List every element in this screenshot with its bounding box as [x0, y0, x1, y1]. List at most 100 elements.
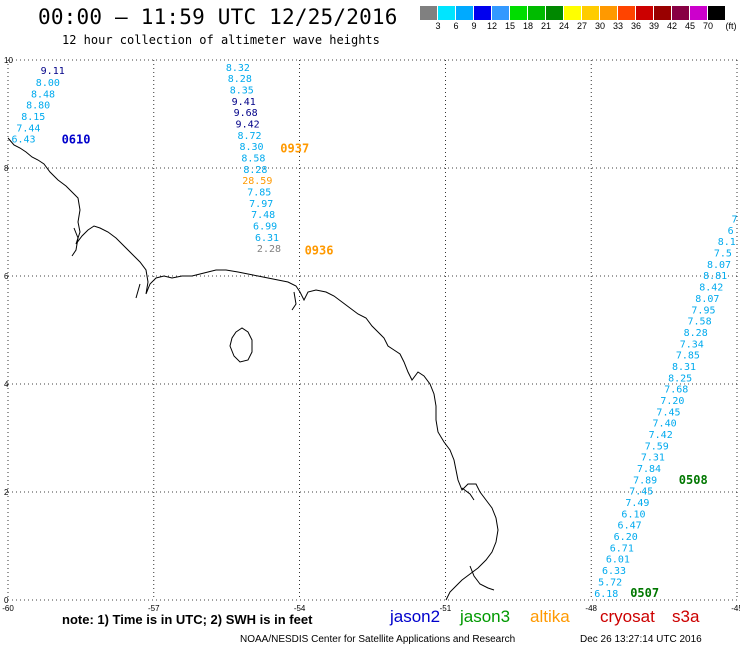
wave-height-value: 7.20 [660, 396, 684, 407]
wave-height-value: 6.99 [253, 222, 277, 233]
longitude-tick-label: -60 [2, 604, 14, 613]
wave-height-value: 7.40 [653, 419, 677, 430]
satellite-legend-s3a: s3a [672, 607, 700, 626]
wave-height-value: 6.18 [594, 589, 618, 600]
longitude-tick-label: -57 [148, 604, 160, 613]
track-0507: 7.897.457.496.106.476.206.716.016.335.72… [594, 475, 659, 599]
track-0508: 768.17.58.078.818.428.077.957.588.287.34… [637, 215, 738, 487]
color-scale-legend: (ft) 3 6 9 12 15 18 21 24 27 30 33 36 39 42 45 70 [420, 6, 737, 32]
latitude-tick-label: 4 [4, 380, 9, 389]
legend-tick-label: 12 [486, 21, 497, 31]
wave-height-value: 7.31 [641, 453, 665, 464]
coastline [7, 137, 499, 601]
wave-height-value: 8.28 [228, 74, 252, 85]
wave-height-value: 7.85 [676, 351, 700, 362]
wave-height-value: 7.34 [680, 339, 704, 350]
wave-height-value: 7.5 [714, 249, 732, 260]
latitude-tick-label: 0 [4, 596, 9, 605]
satellite-legend-altika: altika [530, 607, 570, 626]
legend-tick-label: 21 [540, 21, 551, 31]
legend-tick-label: 15 [504, 21, 515, 31]
wave-height-value: 8.28 [243, 165, 267, 176]
legend-tick-label: 42 [666, 21, 677, 31]
wave-height-value: 6.31 [255, 233, 279, 244]
wave-height-value: 8.30 [239, 142, 263, 153]
legend-tick-label: 6 [453, 21, 459, 31]
legend-swatch [690, 6, 708, 20]
timestamp-text: Dec 26 13:27:14 UTC 2016 [580, 634, 702, 645]
wave-height-value: 9.41 [232, 97, 256, 108]
wave-height-value: 6.43 [12, 135, 36, 146]
wave-height-value: 7.97 [249, 199, 273, 210]
track-time-label: 0610 [62, 133, 91, 147]
legend-tick-label: 9 [471, 21, 477, 31]
legend-swatch [474, 6, 492, 20]
latitude-tick-label: 2 [4, 488, 9, 497]
legend-tick-label: 70 [702, 21, 713, 31]
wave-height-value: 8.72 [237, 131, 261, 142]
wave-height-value: 8.00 [36, 78, 60, 89]
wave-height-value: 9.42 [236, 120, 260, 131]
legend-swatch [456, 6, 474, 20]
track-time-label: 0936 [305, 243, 334, 257]
legend-units: (ft) [725, 21, 737, 31]
track-0937: 8.328.288.359.419.689.428.728.308.58 0937 [226, 63, 309, 165]
wave-height-value: 7 [732, 215, 738, 226]
wave-height-value: 7.85 [247, 188, 271, 199]
satellite-legend-jason2: jason2 [390, 607, 441, 626]
wave-height-value: 7.48 [251, 210, 275, 221]
wave-height-value: 6.47 [618, 521, 642, 532]
wave-height-value: 8.07 [707, 260, 731, 271]
wave-height-value: 8.35 [230, 85, 254, 96]
wave-height-value: 7.84 [637, 464, 661, 475]
wave-height-value: 7.44 [16, 123, 40, 134]
legend-swatch [492, 6, 510, 20]
legend-swatch [708, 6, 726, 20]
wave-height-value: 7.49 [625, 498, 649, 509]
legend-tick-label: 3 [435, 21, 441, 31]
wave-height-value: 8.80 [26, 101, 50, 112]
wave-height-value: 7.45 [629, 487, 653, 498]
track-time-label: 0507 [630, 586, 659, 600]
wave-height-value: 7.68 [664, 385, 688, 396]
legend-swatch [672, 6, 690, 20]
wave-height-value: 5.72 [598, 577, 622, 588]
graticule [7, 59, 738, 601]
latitude-tick-label: 8 [4, 164, 9, 173]
wave-height-value: 6.71 [610, 543, 634, 554]
legend-tick-label: 24 [558, 21, 569, 31]
satellite-legend-jason3: jason3 [460, 607, 511, 626]
wave-height-value: 7.89 [633, 475, 657, 486]
axis-labels: -60 -57 -54 -51 -48 -45 10 8 6 4 2 0 [2, 56, 740, 613]
wave-height-value: 8.32 [226, 63, 250, 74]
note-text: note: 1) Time is in UTC; 2) SWH is in fe… [62, 612, 313, 627]
map-subtitle: 12 hour collection of altimeter wave hei… [62, 33, 380, 47]
latitude-tick-label: 6 [4, 272, 9, 281]
longitude-tick-label: -51 [440, 604, 452, 613]
legend-swatch [438, 6, 456, 20]
wave-height-value: 9.68 [234, 108, 258, 119]
legend-tick-label: 33 [612, 21, 623, 31]
wave-height-value: 2.28 [257, 244, 281, 255]
wave-height-value: 7.45 [656, 407, 680, 418]
wave-height-value: 6.01 [606, 555, 630, 566]
wave-height-value: 8.81 [703, 271, 727, 282]
legend-swatch [654, 6, 672, 20]
legend-swatch [528, 6, 546, 20]
longitude-tick-label: -48 [585, 604, 597, 613]
coastline-path [7, 137, 499, 601]
wave-height-value: 8.1 [718, 237, 736, 248]
color-scale-swatches [420, 6, 726, 20]
satellite-legend-cryosat: cryosat [600, 607, 655, 626]
legend-tick-label: 30 [594, 21, 605, 31]
wave-height-value: 8.07 [695, 294, 719, 305]
wave-height-value: 6.33 [602, 566, 626, 577]
legend-tick-label: 39 [648, 21, 659, 31]
wave-height-value: 7.42 [649, 430, 673, 441]
legend-tick-label: 36 [630, 21, 641, 31]
altimeter-tracks: 9.118.008.488.808.157.446.43 06108.328.28… [12, 63, 738, 600]
legend-swatch [546, 6, 564, 20]
estuary-path [71, 227, 495, 591]
island-path [229, 327, 253, 363]
legend-swatch [618, 6, 636, 20]
